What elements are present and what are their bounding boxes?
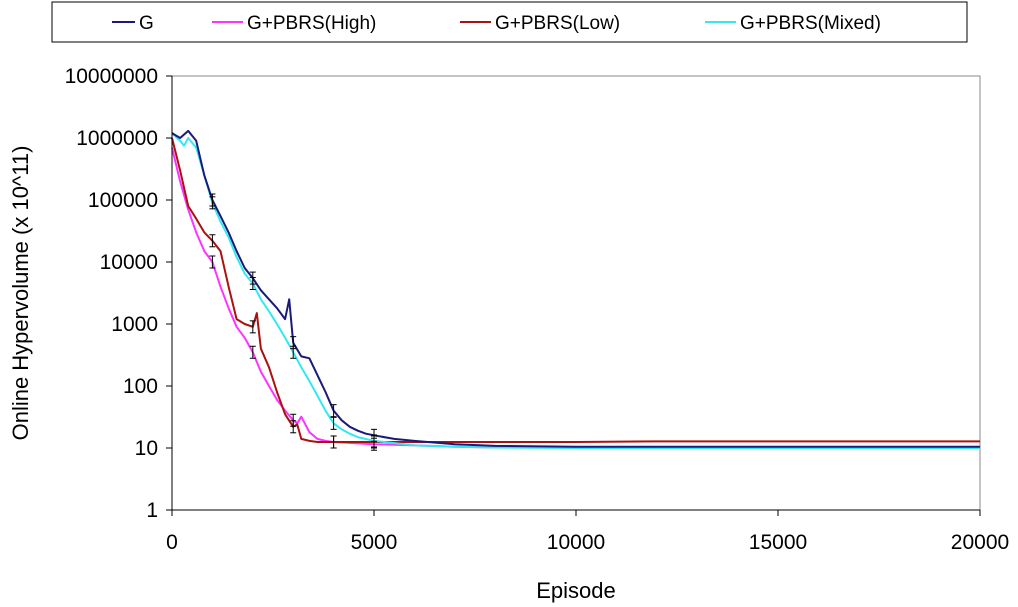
x-tick-label: 15000 xyxy=(749,531,807,554)
y-ticks: 1 10 100 1000 10000 100000 1000000 10000000 xyxy=(65,65,172,522)
x-tick-label: 20000 xyxy=(951,531,1009,554)
legend-item-g-pbrs-high: G+PBRS(High) xyxy=(212,13,376,34)
x-ticks: 0 5000 10000 15000 20000 xyxy=(166,510,1009,554)
plot-area xyxy=(171,75,981,511)
legend-label-g: G xyxy=(139,13,154,34)
y-tick-label: 1 xyxy=(146,499,158,522)
y-axis-title: Online Hypervolume (x 10^11) xyxy=(8,146,33,441)
y-tick-label: 1000 xyxy=(111,313,158,336)
error-bars xyxy=(209,193,377,451)
x-tick-label: 5000 xyxy=(351,531,398,554)
series-line-g xyxy=(171,129,980,448)
y-tick-label: 10000 xyxy=(100,251,158,274)
legend-label-g-pbrs-mixed: G+PBRS(Mixed) xyxy=(740,13,881,34)
y-tick-label: 10000000 xyxy=(65,65,158,88)
legend: G G+PBRS(High) G+PBRS(Low) G+PBRS(Mixed) xyxy=(51,1,968,43)
x-tick-label: 10000 xyxy=(547,531,605,554)
legend-label-g-pbrs-high: G+PBRS(High) xyxy=(247,13,376,34)
y-tick-label: 10 xyxy=(135,437,158,460)
legend-item-g: G xyxy=(112,13,154,34)
x-axis-title: Episode xyxy=(536,578,616,603)
legend-item-g-pbrs-mixed: G+PBRS(Mixed) xyxy=(705,13,881,34)
legend-box xyxy=(51,1,968,43)
legend-label-g-pbrs-low: G+PBRS(Low) xyxy=(495,13,620,34)
y-tick-label: 100000 xyxy=(88,189,158,212)
y-tick-label: 1000000 xyxy=(76,127,158,150)
legend-item-g-pbrs-low: G+PBRS(Low) xyxy=(460,13,620,34)
y-tick-label: 100 xyxy=(123,375,158,398)
x-tick-label: 0 xyxy=(166,531,178,554)
